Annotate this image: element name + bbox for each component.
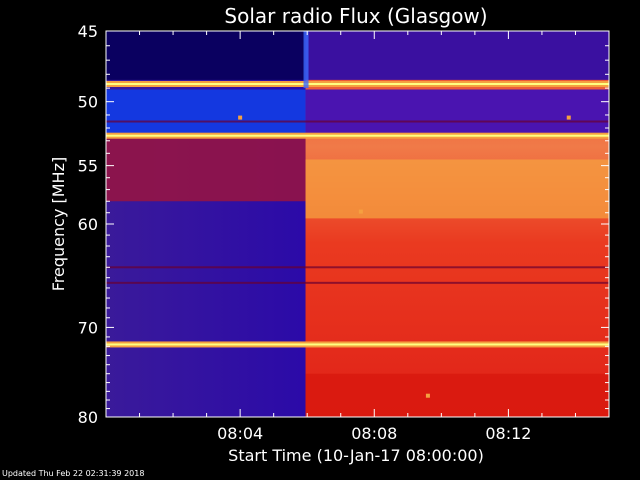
y-axis-label: Frequency [MHz]	[49, 157, 68, 291]
post-onset-region	[305, 31, 609, 417]
bright-band-core	[106, 343, 609, 346]
blue-band-pre	[106, 89, 306, 134]
x-tick-label: 08:12	[485, 424, 531, 443]
y-tick-label: 55	[78, 157, 98, 176]
x-tick-label: 08:04	[217, 424, 263, 443]
spot-marker	[566, 115, 571, 120]
y-tick-label: 80	[78, 408, 98, 427]
blue-band-post	[305, 89, 609, 134]
lower-region-post	[305, 373, 609, 417]
spot-marker	[425, 393, 430, 398]
bright-region-post	[305, 159, 609, 219]
spot-marker	[238, 115, 243, 120]
y-axis: 45 50 55 60 70 80	[78, 22, 609, 427]
dark-line	[106, 120, 609, 123]
chart-title: Solar radio Flux (Glasgow)	[224, 4, 487, 28]
y-tick-label: 70	[78, 318, 98, 337]
bright-band-core	[106, 134, 609, 137]
x-axis: 08:04 08:08 08:12	[139, 31, 576, 443]
spot-marker	[358, 209, 363, 214]
dark-line	[106, 266, 609, 269]
plot-area	[106, 31, 609, 417]
updated-timestamp: Updated Thu Feb 22 02:31:39 2018	[2, 469, 145, 478]
warm-band-pre	[106, 138, 306, 202]
y-tick-label: 60	[78, 215, 98, 234]
top-band-pre	[106, 31, 306, 80]
top-band-post	[305, 31, 609, 80]
onset-edge	[303, 31, 309, 89]
x-axis-label: Start Time (10-Jan-17 08:00:00)	[228, 446, 484, 465]
pre-onset-region	[106, 31, 306, 417]
dark-line	[106, 281, 609, 284]
y-tick-label: 45	[78, 22, 98, 41]
bright-band-core	[106, 83, 609, 86]
y-tick-label: 50	[78, 93, 98, 112]
x-tick-label: 08:08	[351, 424, 397, 443]
